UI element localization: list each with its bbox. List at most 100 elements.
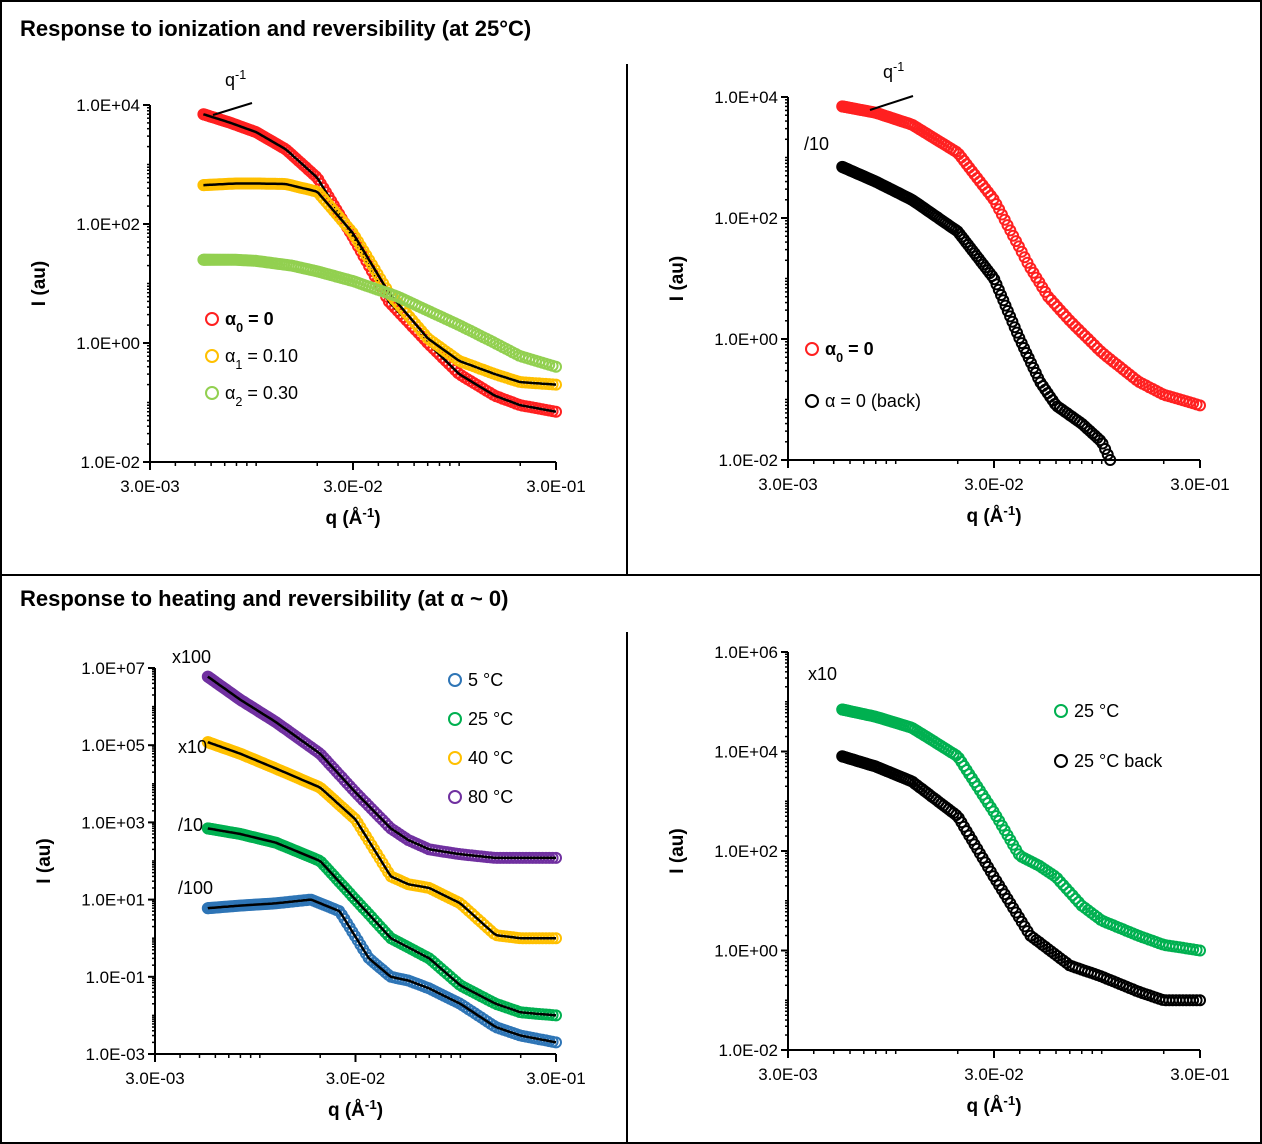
x-tick-label: 3.0E-01	[1170, 475, 1230, 494]
scale-label: x100	[172, 647, 211, 667]
data-point	[1104, 454, 1117, 466]
series-0	[836, 100, 1206, 412]
data-point	[1054, 304, 1067, 317]
series-2	[197, 253, 562, 373]
data-point	[1085, 335, 1098, 348]
x-tick-label: 3.0E-01	[1170, 1065, 1230, 1084]
y-tick-label: 1.0E+05	[81, 736, 145, 755]
data-point	[1048, 297, 1061, 310]
x-tick-label: 3.0E-01	[526, 1069, 586, 1088]
data-point	[1082, 332, 1094, 345]
data-point	[1066, 317, 1079, 330]
data-point	[1011, 326, 1023, 339]
x-tick-label: 3.0E-03	[758, 1065, 818, 1084]
data-point	[1057, 879, 1070, 892]
frame-bottom-border	[0, 1142, 1262, 1144]
data-point	[1101, 448, 1114, 461]
x-tick-label: 3.0E-01	[526, 477, 586, 496]
scale-label: x10	[808, 664, 837, 684]
fit-line	[207, 898, 557, 1044]
chart-heating-reversibility: 1.0E-02 1.0E+00 1.0E+02 1.0E+04 1.0E+06 3.0E-…	[667, 643, 1230, 1118]
series-1	[197, 177, 562, 391]
y-axis-title: I (au)	[667, 256, 688, 301]
data-point	[1006, 315, 1019, 328]
data-point	[1066, 889, 1079, 902]
legend-label: α0 = 0	[825, 339, 874, 365]
legend-label: 80 °C	[468, 787, 513, 807]
y-tick-label: 1.0E-03	[85, 1045, 145, 1064]
legend-marker	[205, 312, 219, 326]
legend-label: α = 0 (back)	[825, 391, 921, 411]
legend-label: α0 = 0	[225, 309, 274, 335]
data-point	[1060, 310, 1073, 323]
x-axis-title: q (Å-1)	[966, 1093, 1021, 1118]
y-tick-label: 1.0E+00	[76, 334, 140, 353]
data-point	[448, 351, 461, 364]
data-point	[412, 321, 425, 334]
frame-right-border	[1260, 0, 1262, 1144]
data-point	[1069, 892, 1082, 905]
x-tick-label: 3.0E-03	[120, 477, 180, 496]
legend-marker	[205, 386, 219, 400]
data-point	[1060, 956, 1073, 969]
data-point	[1063, 314, 1076, 327]
chart-ionization: 1.0E-02 1.0E+00 1.0E+02 1.0E+04 3.0E-03 3.0E-…	[29, 68, 586, 529]
frame-top-border	[0, 0, 1262, 2]
y-tick-label: 1.0E+02	[76, 215, 140, 234]
legend-label: α2 = 0.30	[225, 383, 298, 409]
data-point	[406, 314, 419, 327]
data-point	[1187, 994, 1200, 1007]
y-tick-label: 1.0E+02	[714, 842, 778, 861]
section-title-heating: Response to heating and reversibility (a…	[20, 586, 509, 611]
data-point	[1194, 399, 1206, 412]
y-axis-title: I (au)	[34, 838, 55, 883]
x-tick-label: 3.0E-02	[323, 477, 383, 496]
legend-label: 5 °C	[468, 670, 503, 690]
data-point	[1099, 443, 1112, 455]
legend-label: 25 °C	[1074, 701, 1119, 721]
data-point	[1063, 885, 1076, 898]
section-divider	[0, 574, 1262, 576]
data-point	[1051, 872, 1064, 885]
slope-indicator	[869, 95, 914, 111]
series-2	[201, 736, 562, 945]
y-tick-label: 1.0E+00	[714, 330, 778, 349]
data-point	[1190, 994, 1203, 1007]
slope-label: q-1	[225, 68, 246, 90]
y-tick-label: 1.0E-02	[718, 1041, 778, 1060]
legend-label: 25 °C	[468, 709, 513, 729]
fit-line	[203, 182, 557, 386]
fit-line	[207, 827, 557, 1017]
x-tick-label: 3.0E-02	[964, 1065, 1024, 1084]
x-tick-label: 3.0E-02	[964, 475, 1024, 494]
legend-label: 25 °C back	[1074, 751, 1163, 771]
chart-heating: 1.0E-03 1.0E-01 1.0E+01 1.0E+03 1.0E+05 1.0E+…	[34, 647, 586, 1121]
y-tick-label: 1.0E+02	[714, 209, 778, 228]
legend-marker	[1054, 754, 1068, 768]
data-point	[1051, 300, 1064, 313]
legend-marker	[448, 751, 462, 765]
panel-divider-bottom	[626, 632, 628, 1144]
series-1	[836, 160, 1117, 466]
panel-divider-top	[626, 64, 628, 574]
x-tick-label: 3.0E-02	[326, 1069, 386, 1088]
fit-line	[207, 740, 556, 940]
legend-marker	[805, 394, 819, 408]
y-tick-label: 1.0E+00	[714, 942, 778, 961]
data-point	[1042, 290, 1055, 303]
data-point	[999, 299, 1012, 312]
data-point	[409, 317, 422, 330]
x-axis-title: q (Å-1)	[966, 503, 1021, 528]
series-1	[201, 822, 562, 1022]
y-tick-label: 1.0E-02	[718, 451, 778, 470]
slope-label: q-1	[883, 60, 904, 82]
data-point	[1054, 875, 1067, 888]
data-point	[1057, 307, 1070, 320]
data-point	[1001, 305, 1014, 317]
x-tick-label: 3.0E-03	[758, 475, 818, 494]
y-tick-label: 1.0E-02	[80, 453, 140, 472]
y-tick-label: 1.0E-01	[85, 968, 145, 987]
data-point	[403, 310, 416, 323]
chart-ionization-reversibility: 1.0E-02 1.0E+00 1.0E+02 1.0E+04 3.0E-03 3.0E-…	[667, 60, 1230, 528]
